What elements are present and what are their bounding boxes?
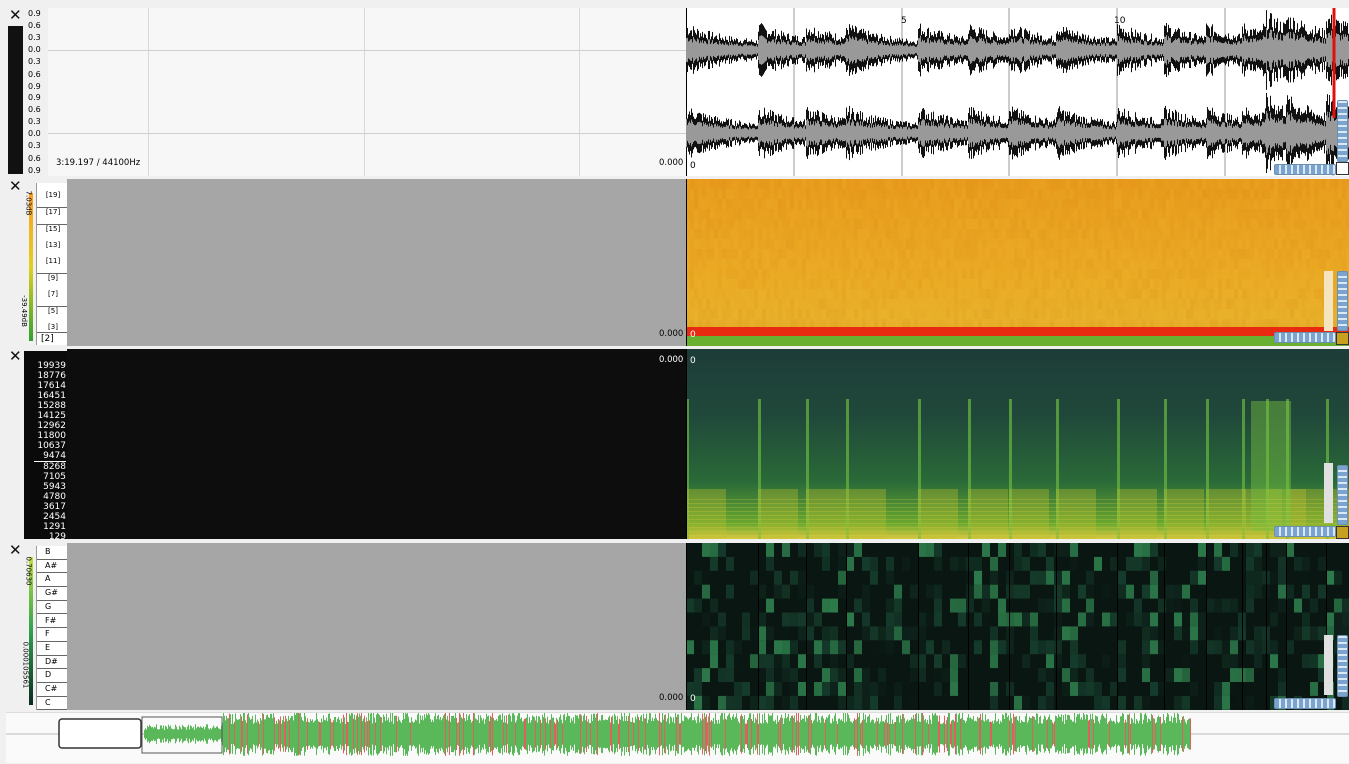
close-waveform-pane-button[interactable]: ✕: [9, 8, 22, 24]
waveform-scale: 0.9 0.6 0.3 0.0 0.3 0.6 0.9 0.9 0.6 0.3 …: [26, 8, 52, 176]
value-readout: 0.000: [659, 158, 684, 168]
reset-zoom-button[interactable]: [1336, 162, 1349, 175]
reset-zoom-button[interactable]: [1336, 332, 1349, 345]
range-indicator: [1324, 635, 1333, 695]
close-chromagram-pane-button[interactable]: ✕: [9, 543, 22, 559]
origin-label: 0: [690, 161, 696, 171]
bin-label: [9]: [37, 274, 69, 291]
note-label: F#: [37, 614, 67, 629]
scale-label: 0.6: [28, 154, 41, 163]
note-label: F: [37, 628, 67, 642]
color-scale-bar: [29, 193, 33, 341]
bin-label: [11]: [37, 257, 69, 274]
vertical-zoom-thumbwheel[interactable]: [1337, 465, 1348, 525]
ruler-label: 10: [1114, 16, 1126, 26]
spectrum-pane: ✕ 7.03dB -39.49dB [19] [17] [15] [13] [1…: [6, 179, 1349, 346]
overview-viewport-box: [58, 718, 142, 749]
scale-label: 0.3: [28, 57, 41, 66]
spectrum-view[interactable]: 0: [686, 179, 1349, 346]
scale-label: 0.3: [28, 117, 41, 126]
frequency-label: 129: [34, 531, 66, 539]
vertical-zoom-thumbwheel[interactable]: [1337, 271, 1348, 331]
note-label: G#: [37, 587, 67, 601]
scale-label: 0.9: [28, 93, 41, 102]
scale-label: 0.0: [28, 45, 41, 54]
origin-label: 0: [690, 694, 696, 704]
scale-label: 0.9: [28, 9, 41, 18]
range-indicator: [1324, 463, 1333, 523]
note-label: D#: [37, 655, 67, 670]
note-label: B: [37, 546, 67, 560]
note-scale: B A# A G# G F# F E D# D C# C: [36, 546, 67, 710]
origin-label: 0: [690, 356, 696, 366]
bin-label: [17]: [37, 208, 69, 225]
bin-label: [15]: [37, 225, 69, 242]
bin-scale: [19] [17] [15] [13] [11] [9] [7] [5] [3]…: [36, 183, 69, 345]
vertical-zoom-thumbwheel[interactable]: [1337, 100, 1348, 162]
spectrogram-view[interactable]: 0: [686, 349, 1349, 539]
level-meter: [8, 26, 23, 174]
value-readout: 0.000: [659, 329, 684, 339]
side-label-top: 0.70630: [24, 556, 33, 586]
range-indicator: [1324, 271, 1333, 331]
bin-label: [3]: [37, 323, 69, 333]
horizontal-zoom-thumbwheel[interactable]: [1274, 332, 1336, 343]
color-scale-bar: [29, 557, 33, 705]
side-label-bottom: -39.49dB: [19, 295, 28, 327]
note-label: A: [37, 573, 67, 588]
chromagram-pane: ✕ 0.70630 0.000105561 B A# A G# G F# F E D# D C# C …: [6, 543, 1349, 710]
scale-label: 0.6: [28, 105, 41, 114]
note-label: E: [37, 641, 67, 656]
origin-label: 0: [690, 330, 696, 340]
note-label: D: [37, 669, 67, 683]
spectrum-empty-area[interactable]: 0.000: [67, 179, 686, 346]
note-label: A#: [37, 559, 67, 574]
scale-label: 0.3: [28, 33, 41, 42]
overview-waveform[interactable]: [6, 713, 1349, 763]
waveform-channel-right: [686, 92, 1349, 174]
scale-label: 0.9: [28, 166, 41, 175]
scale-label: 0.3: [28, 141, 41, 150]
horizontal-zoom-thumbwheel[interactable]: [1274, 526, 1336, 537]
waveform-view[interactable]: 5 10 0: [686, 8, 1349, 176]
scale-label: 0.6: [28, 21, 41, 30]
vertical-zoom-thumbwheel[interactable]: [1337, 635, 1348, 697]
bin-label: [13]: [37, 241, 69, 258]
duration-info: 3:19.197 / 44100Hz: [56, 158, 141, 168]
waveform-pane: ✕ 0.9 0.6 0.3 0.0 0.3 0.6 0.9 0.9 0.6 0.…: [6, 8, 1349, 176]
value-readout: 0.000: [659, 693, 684, 703]
scale-label: 0.9: [28, 82, 41, 91]
waveform-empty-area[interactable]: 3:19.197 / 44100Hz 0.000: [48, 8, 686, 176]
reset-zoom-button[interactable]: [1336, 526, 1349, 539]
bin-label: [2]: [41, 334, 54, 344]
spectrogram-pane: ✕ 19939 18776 17614 16451 15288 14125 12962 118…: [6, 349, 1349, 539]
overview-pane[interactable]: [6, 712, 1349, 763]
bin-label: [19]: [37, 191, 69, 208]
color-scale-bar: [24, 351, 34, 539]
value-readout: 0.000: [659, 355, 684, 365]
bin-label: [5]: [37, 307, 69, 324]
side-label-top: 7.03dB: [24, 190, 33, 216]
chromagram-view[interactable]: 0: [686, 543, 1349, 710]
note-label: C: [37, 696, 67, 710]
note-label: G: [37, 600, 67, 615]
close-spectrogram-pane-button[interactable]: ✕: [9, 349, 22, 365]
bin-label: [7]: [37, 290, 69, 307]
scale-label: 0.0: [28, 129, 41, 138]
note-label: C#: [37, 683, 67, 697]
ruler-label: 5: [901, 16, 907, 26]
waveform-channel-left: [686, 10, 1349, 90]
close-spectrum-pane-button[interactable]: ✕: [9, 179, 22, 195]
frequency-scale: 19939 18776 17614 16451 15288 14125 12962 11800…: [34, 351, 68, 539]
horizontal-zoom-thumbwheel[interactable]: [1274, 698, 1336, 709]
side-label-bottom: 0.000105561: [21, 641, 30, 689]
horizontal-zoom-thumbwheel[interactable]: [1274, 164, 1336, 175]
scale-label: 0.6: [28, 70, 41, 79]
chromagram-empty-area[interactable]: 0.000: [67, 543, 686, 710]
spectrogram-empty-area[interactable]: 0.000: [67, 349, 686, 539]
